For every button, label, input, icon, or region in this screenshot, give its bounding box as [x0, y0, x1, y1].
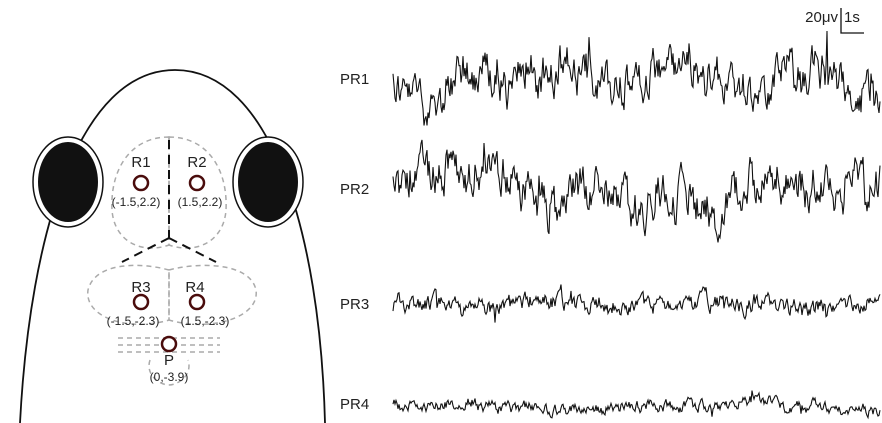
- time-scale: 1s: [844, 9, 860, 26]
- eye: [238, 142, 298, 222]
- trace-label: PR3: [340, 296, 369, 313]
- amplitude-scale: 20μv: [805, 9, 838, 26]
- figure: R1 (-1.5,2.2) R2 (1.5,2.2) R3 (-1.5,-2.3) R4 (1…: [0, 0, 882, 423]
- electrode: [162, 337, 176, 351]
- electrode-coords: (0,-3.9): [150, 370, 189, 384]
- trace-label: PR4: [340, 396, 369, 413]
- eye: [38, 142, 98, 222]
- electrode-label: R4: [185, 279, 204, 296]
- eeg-trace: [393, 140, 880, 243]
- electrode: [134, 176, 148, 190]
- electrode-coords: (1.5,2.2): [178, 195, 223, 209]
- electrode: [134, 295, 148, 309]
- trace-label: PR2: [340, 181, 369, 198]
- electrode-coords: (1.5,-2.3): [181, 314, 230, 328]
- electrode-label: R3: [131, 279, 150, 296]
- scale-bar: 20μv 1s: [805, 8, 864, 33]
- traces: PR1 PR2 PR3 PR4: [340, 31, 880, 418]
- electrode-label: R1: [131, 154, 150, 171]
- electrode-coords: (-1.5,-2.3): [107, 314, 160, 328]
- electrode-coords: (-1.5,2.2): [112, 195, 161, 209]
- eeg-trace: [393, 285, 880, 323]
- electrode-label: P: [164, 352, 174, 369]
- electrode-label: R2: [187, 154, 206, 171]
- electrode: [190, 176, 204, 190]
- eeg-trace: [393, 31, 880, 126]
- eeg-trace: [393, 391, 880, 418]
- electrode: [190, 295, 204, 309]
- trace-label: PR1: [340, 71, 369, 88]
